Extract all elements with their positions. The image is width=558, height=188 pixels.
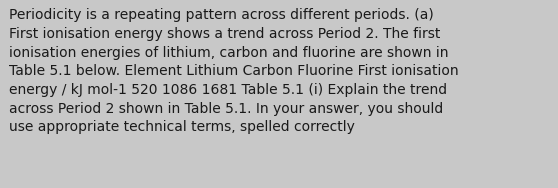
Text: Periodicity is a repeating pattern across different periods. (a)
First ionisatio: Periodicity is a repeating pattern acros…	[9, 8, 459, 134]
